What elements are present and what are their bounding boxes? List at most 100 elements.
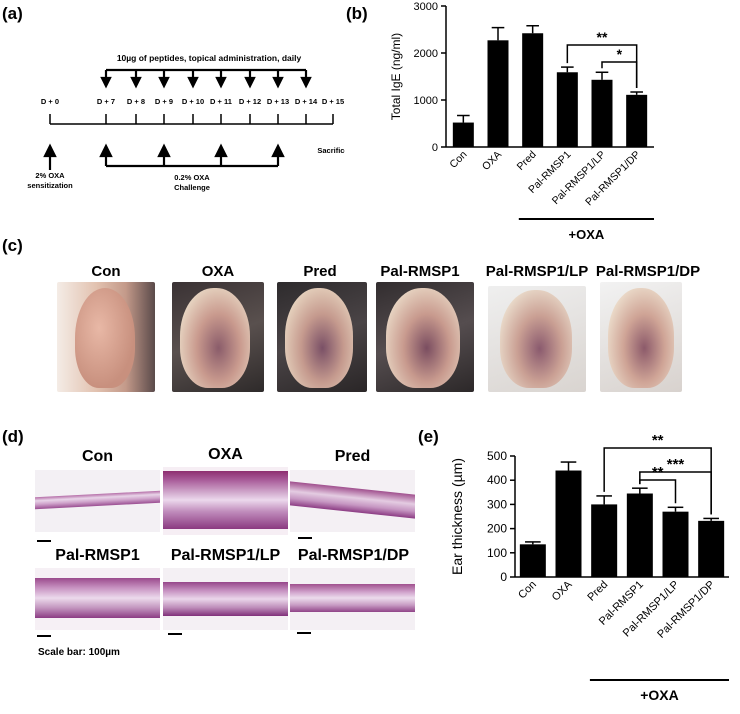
significance-label: * [617,46,623,62]
y-axis-label: Ear thickness (µm) [449,458,465,575]
photo-label-pal-rmsp1-lp: Pal-RMSP1/LP [485,263,589,280]
histo-label-pal-rmsp1: Pal-RMSP1 [55,547,140,564]
challenge-label-2: Challenge [174,183,210,192]
panel-label-d: (d) [2,427,24,446]
histo-image-pred [290,470,415,532]
ear-photo-pred [277,282,367,392]
group-label: +OXA [640,687,679,703]
y-axis-label: Total IgE (ng/ml) [389,33,403,120]
daily-arrow-head [130,76,142,89]
timeline-day-label: D + 11 [210,97,232,106]
daily-arrow-head [100,76,112,89]
bar [487,40,509,148]
ear-photo-pal-rmsp1 [376,282,474,392]
bar [556,72,578,147]
histo-image-pal-rmsp1-dp [290,568,415,630]
timeline-top-text: 10µg of peptides, topical administration… [117,53,302,63]
scale-bar-label: Scale bar: 100µm [38,647,120,658]
panel-label-b: (b) [346,4,368,23]
bar [626,493,653,577]
y-tick-label: 0 [500,570,507,584]
challenge-arrow-head [214,143,228,158]
bar [626,94,648,147]
sacrifice-label: Sacrifice [317,146,345,155]
scale-bar-pred [298,537,312,539]
significance-label: ** [652,432,664,449]
significance-label: *** [667,456,685,473]
category-label: OXA [480,149,504,173]
y-tick-label: 200 [487,522,507,536]
category-label: Con [516,579,539,602]
bar [452,122,474,147]
ear-photo-oxa [172,282,264,392]
y-tick-label: 500 [487,449,507,463]
challenge-label-1: 0.2% OXA [174,173,210,182]
bar [522,33,544,148]
photo-label-pred: Pred [303,263,337,280]
timeline-day-label: D + 14 [295,97,318,106]
daily-arrow-head [158,76,170,89]
daily-arrow-head [187,76,199,89]
significance-bracket [639,479,677,504]
timeline-day-label: D + 12 [239,97,261,106]
category-label: Con [447,149,469,171]
histo-image-con [35,470,160,532]
bar [555,470,582,577]
y-tick-label: 2000 [414,48,438,60]
daily-arrow-head [272,76,284,89]
ear-photo-pal-rmsp1-dp [600,282,682,392]
challenge-arrow-head [157,143,171,158]
histo-label-pal-rmsp1-dp: Pal-RMSP1/DP [297,547,410,564]
chart-ear-thickness: 0 100 200 300 400 500 Ear thickness (µm) Con OXA… [449,432,729,703]
panel-label-e: (e) [418,427,439,446]
scale-bar-pal-rmsp1-lp [168,633,182,635]
significance-bracket [603,447,712,515]
bar [662,511,689,577]
scale-bar-con [37,540,51,542]
y-tick-label: 1000 [414,95,438,107]
timeline-day-label: D + 10 [182,97,204,106]
category-label: Pred [515,149,539,173]
y-tick-label: 300 [487,497,507,511]
bar [591,79,613,147]
y-tick-label: 100 [487,546,507,560]
histo-image-pal-rmsp1-lp [163,568,288,630]
significance-bracket [601,61,638,89]
challenge-arrow-head [271,143,285,158]
histo-label-pred: Pred [334,448,371,465]
timeline-day-label: D + 8 [127,97,145,106]
photo-label-con: Con [91,263,121,280]
histo-image-pal-rmsp1 [35,568,160,630]
timeline-day-label: D + 9 [155,97,173,106]
y-tick-label: 400 [487,473,507,487]
photo-label-pal-rmsp1: Pal-RMSP1 [380,263,460,280]
sensitization-label-1: 2% OXA [35,171,65,180]
bar [698,520,725,577]
category-label: Pred [585,579,610,604]
y-tick-label: 3000 [414,1,438,13]
ear-photo-con [57,282,155,392]
chart-total-ige: 0 1000 2000 3000 Total IgE (ng/ml) Con OXA Pred… [389,1,654,242]
histo-image-oxa [163,467,288,535]
timeline-day-label: D + 15 [322,97,344,106]
significance-bracket [639,471,712,515]
daily-arrow-head [215,76,227,89]
bar [519,544,546,577]
timeline-day-label: D + 7 [97,97,115,106]
histo-label-oxa: OXA [208,446,243,463]
sensitization-arrow-head [43,143,57,158]
challenge-arrow-head [99,143,113,158]
experiment-timeline: 10µg of peptides, topical administration… [27,53,345,192]
histo-label-con: Con [81,448,114,465]
daily-arrow-head [300,76,312,89]
photo-label-oxa: OXA [201,263,235,280]
bar [591,504,618,577]
scale-bar-pal-rmsp1 [37,635,51,637]
panel-label-a: (a) [2,4,23,23]
group-label: +OXA [569,227,605,242]
ear-photo-pal-rmsp1-lp [488,286,586,392]
timeline-day-label: D + 13 [267,97,289,106]
significance-label: ** [652,464,664,481]
category-label: OXA [550,578,575,603]
sensitization-label-2: sensitization [27,181,73,190]
